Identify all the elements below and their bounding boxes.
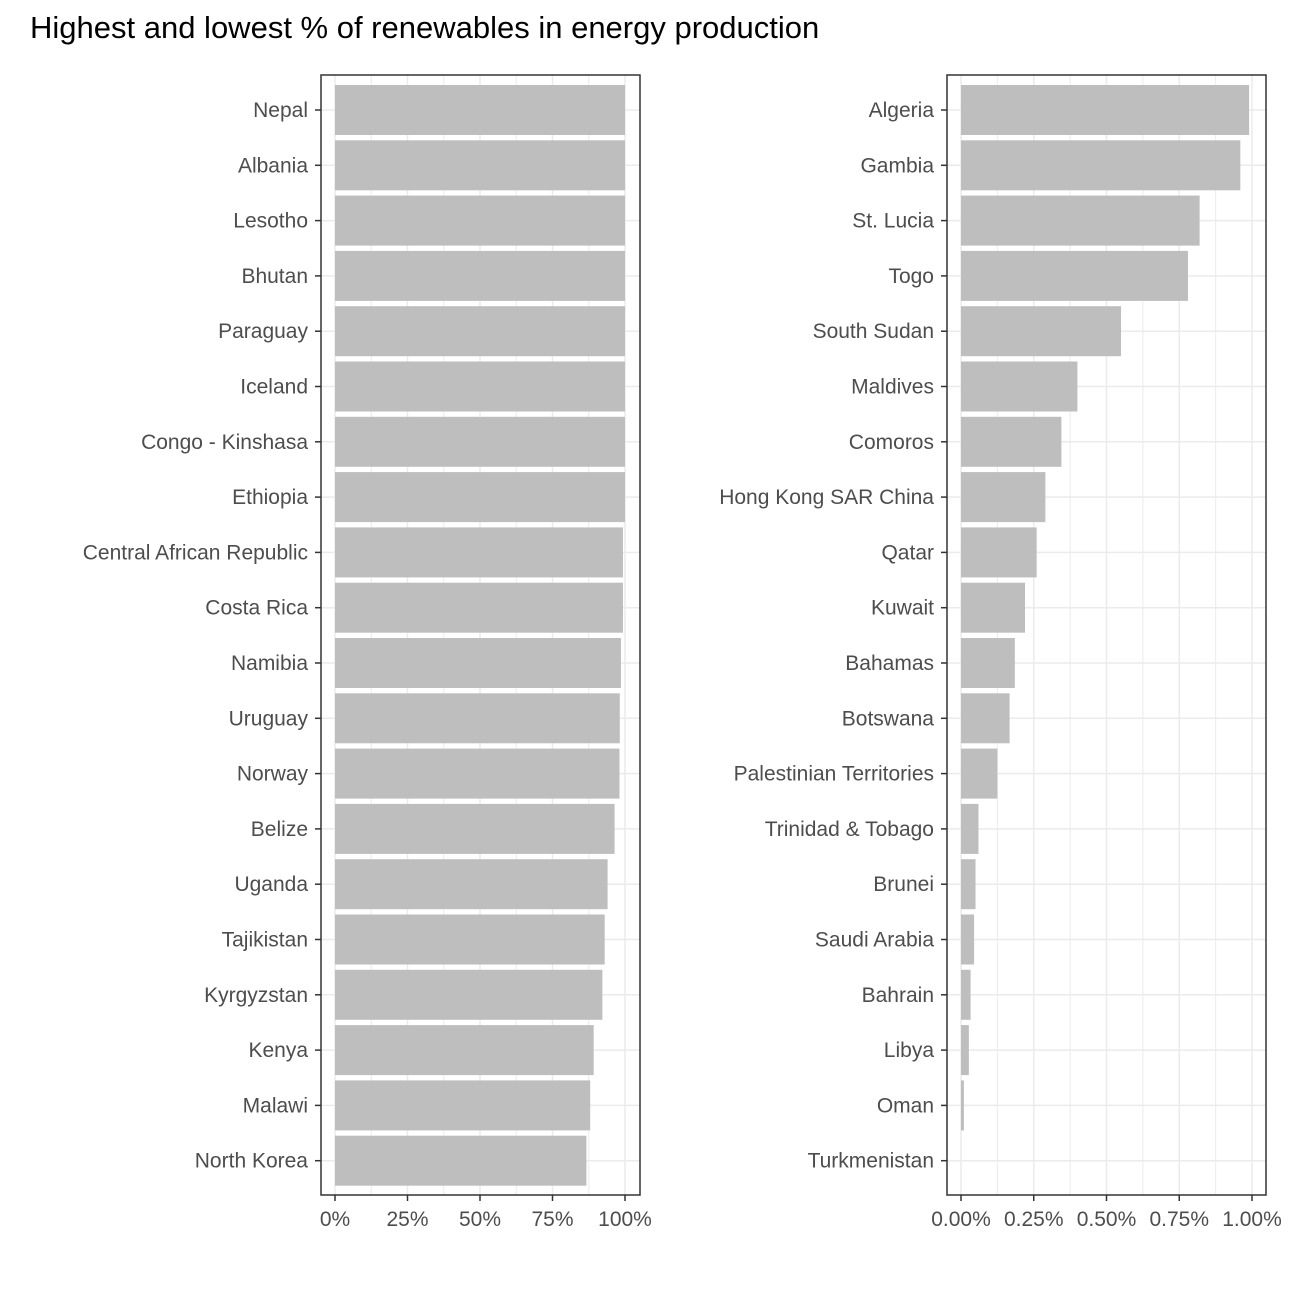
chart-title: Highest and lowest % of renewables in en…	[30, 10, 820, 45]
bar-costa-rica	[335, 582, 623, 633]
bar-uganda	[335, 859, 608, 910]
bar-gambia	[961, 140, 1241, 191]
x-tick-label: 0.00%	[931, 1208, 991, 1231]
category-label: Paraguay	[218, 320, 308, 343]
category-label: Malawi	[243, 1094, 308, 1117]
bar-kenya	[335, 1025, 594, 1076]
bar-congo-kinshasa	[335, 416, 625, 467]
x-tick-label: 25%	[386, 1208, 428, 1231]
bar-st-lucia	[961, 195, 1200, 246]
category-label: South Sudan	[813, 320, 934, 343]
category-label: Bhutan	[241, 265, 308, 288]
category-label: Bahrain	[862, 984, 934, 1007]
x-tick-label: 75%	[531, 1208, 573, 1231]
bar-togo	[961, 250, 1188, 301]
category-label: St. Lucia	[852, 210, 934, 233]
category-label: Uruguay	[229, 707, 309, 730]
bar-namibia	[335, 638, 621, 688]
bar-saudi-arabia	[961, 914, 975, 965]
bar-algeria	[961, 85, 1250, 135]
bar-norway	[335, 748, 620, 799]
bar-botswana	[961, 693, 1010, 744]
category-label: Kyrgyzstan	[204, 984, 308, 1007]
bar-uruguay	[335, 693, 620, 744]
category-label: Costa Rica	[205, 597, 308, 620]
bar-nepal	[335, 85, 625, 135]
bar-iceland	[335, 361, 625, 412]
category-label: Palestinian Territories	[734, 763, 934, 786]
bar-south-sudan	[961, 306, 1122, 357]
category-label: Comoros	[849, 431, 934, 454]
category-label: Albania	[238, 154, 308, 177]
bar-bahamas	[961, 638, 1015, 688]
category-label: Botswana	[842, 707, 935, 730]
category-label: Central African Republic	[83, 541, 308, 564]
category-label: Qatar	[881, 541, 934, 564]
category-label: Togo	[888, 265, 934, 288]
category-label: Libya	[884, 1039, 935, 1062]
category-label: Congo - Kinshasa	[141, 431, 308, 454]
category-label: Uganda	[234, 873, 308, 896]
x-tick-label: 0.50%	[1077, 1208, 1137, 1231]
category-label: Ethiopia	[232, 486, 308, 509]
category-label: Iceland	[240, 376, 308, 399]
bar-paraguay	[335, 306, 625, 357]
x-tick-label: 1.00%	[1222, 1208, 1282, 1231]
category-label: Turkmenistan	[808, 1150, 934, 1173]
bar-lesotho	[335, 195, 625, 246]
category-label: Hong Kong SAR China	[719, 486, 934, 509]
bar-kuwait	[961, 582, 1026, 633]
panel-border	[946, 74, 1267, 1196]
category-label: Trinidad & Tobago	[765, 818, 934, 841]
category-label: Oman	[877, 1094, 934, 1117]
x-tick-label: 0.25%	[1004, 1208, 1064, 1231]
bar-trinidad-tobago	[961, 803, 979, 854]
category-label: Nepal	[253, 99, 308, 122]
category-label: Lesotho	[233, 210, 308, 233]
bar-belize	[335, 803, 615, 854]
bar-comoros	[961, 416, 1062, 467]
bar-kyrgyzstan	[335, 969, 603, 1020]
bar-central-african-republic	[335, 527, 623, 578]
bar-qatar	[961, 527, 1037, 578]
bar-oman	[961, 1080, 964, 1131]
category-label: Belize	[251, 818, 308, 841]
bar-malawi	[335, 1080, 591, 1131]
category-label: Tajikistan	[222, 929, 308, 952]
category-label: Brunei	[873, 873, 934, 896]
bar-bahrain	[961, 969, 971, 1020]
category-label: Algeria	[869, 99, 935, 122]
x-tick-label: 50%	[459, 1208, 501, 1231]
bar-albania	[335, 140, 625, 191]
x-tick-label: 100%	[598, 1208, 652, 1231]
bar-palestinian-territories	[961, 748, 998, 799]
category-label: Gambia	[860, 154, 934, 177]
panel-border	[320, 74, 641, 1196]
left-panel: Nepal Albania Lesotho Bhutan Paraguay Iceland…	[83, 74, 652, 1231]
x-tick-label: 0.75%	[1149, 1208, 1209, 1231]
bar-libya	[961, 1025, 969, 1076]
category-label: North Korea	[195, 1150, 309, 1173]
bar-maldives	[961, 361, 1078, 412]
category-label: Kenya	[248, 1039, 308, 1062]
bar-north-korea	[335, 1135, 587, 1186]
category-label: Namibia	[231, 652, 308, 675]
x-tick-label: 0%	[320, 1208, 350, 1231]
right-panel: Algeria Gambia St. Lucia Togo South Sudan Mal…	[719, 74, 1282, 1231]
bar-ethiopia	[335, 472, 625, 523]
category-label: Norway	[237, 763, 309, 786]
category-label: Maldives	[851, 376, 934, 399]
category-label: Bahamas	[845, 652, 934, 675]
bar-bhutan	[335, 250, 625, 301]
bar-tajikistan	[335, 914, 605, 965]
category-label: Saudi Arabia	[815, 929, 934, 952]
bar-hong-kong-sar-china	[961, 472, 1046, 523]
category-label: Kuwait	[871, 597, 934, 620]
bar-brunei	[961, 859, 976, 910]
